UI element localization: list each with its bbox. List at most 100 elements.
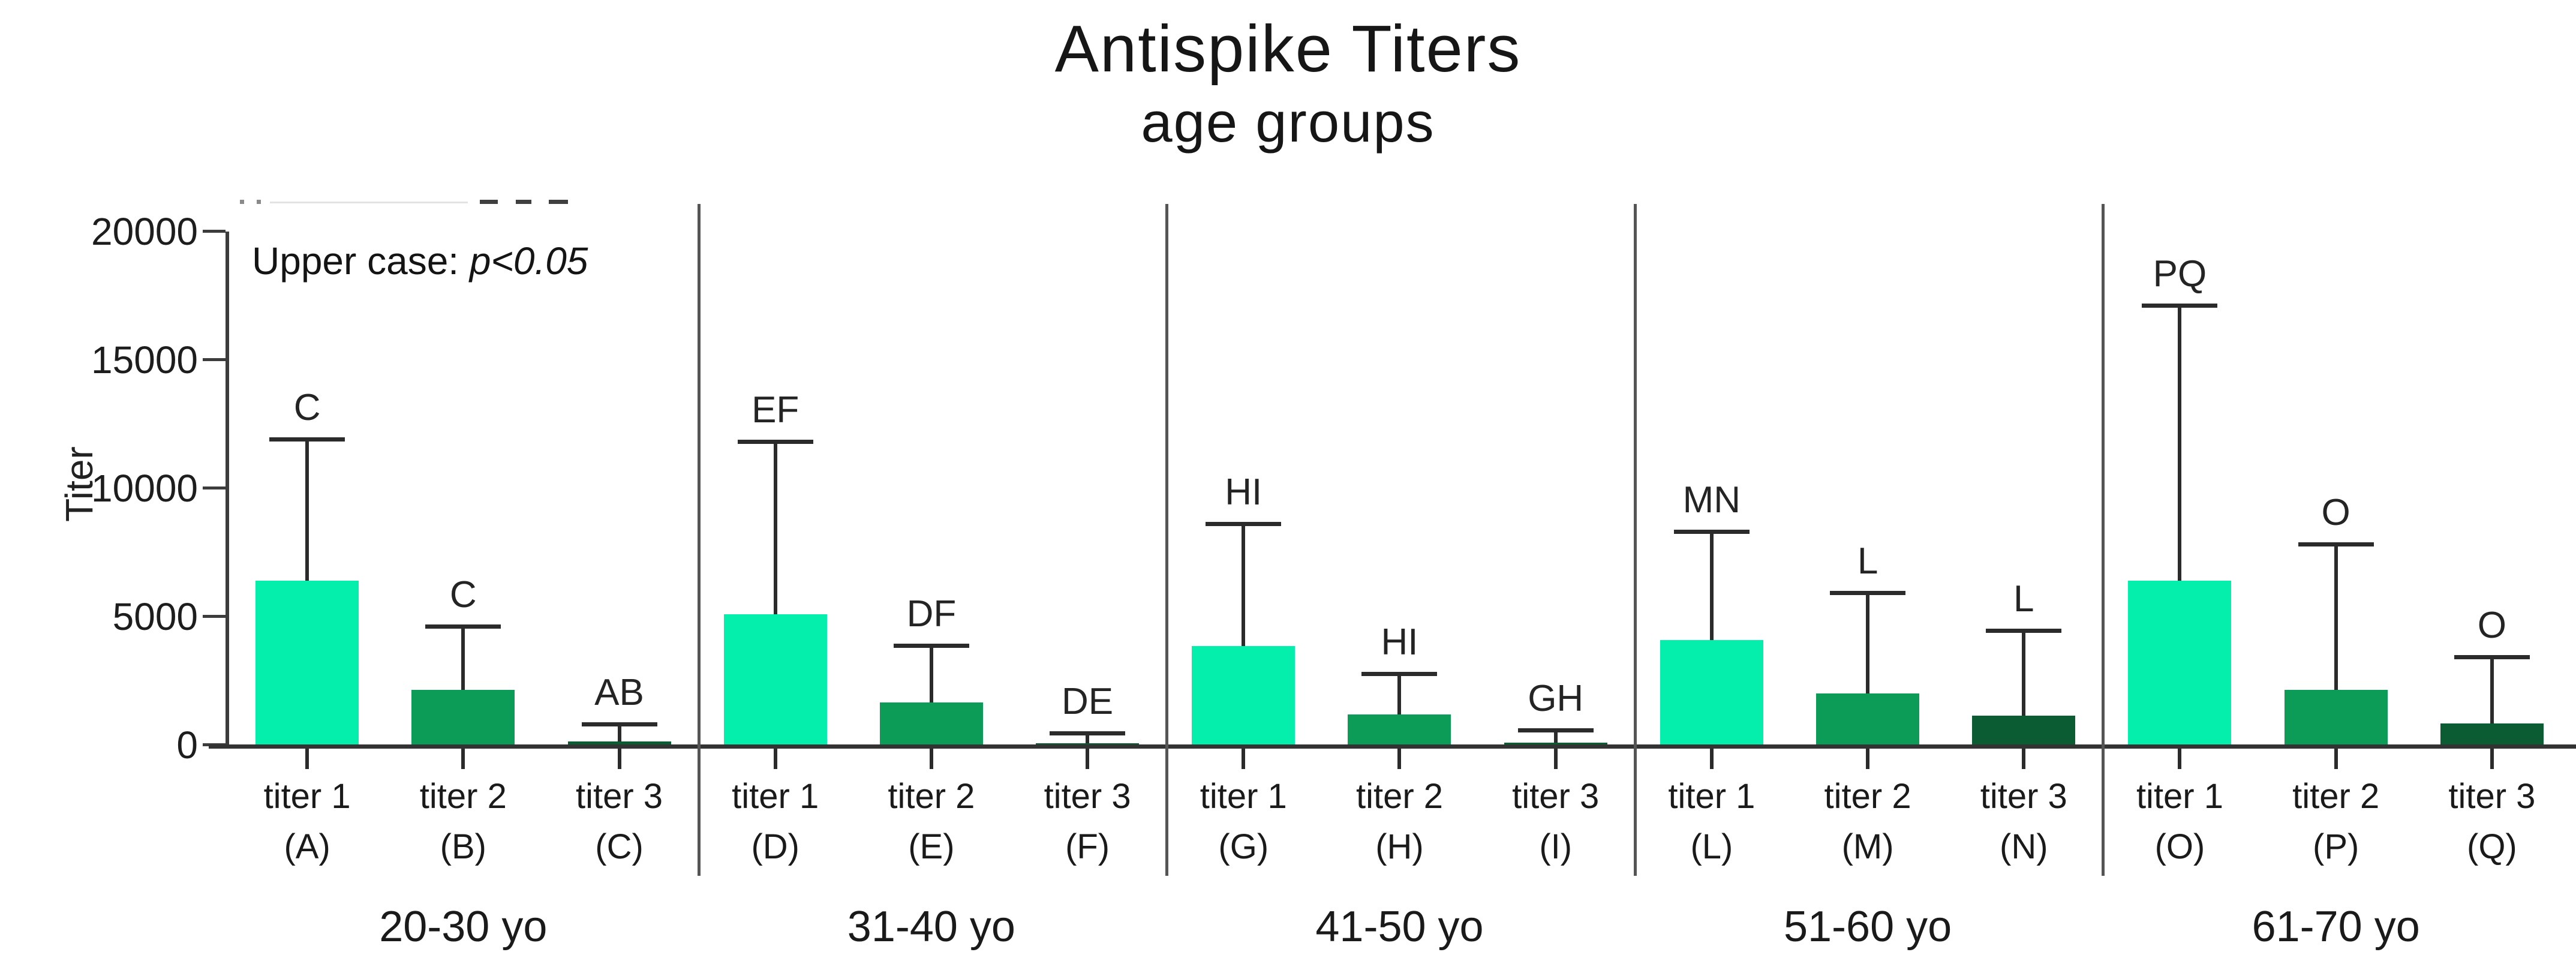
bar-letter-label: (O) — [2154, 827, 2205, 866]
x-tick-mark — [773, 749, 777, 769]
error-bar-cap — [581, 722, 657, 726]
bar-titer-3 — [567, 741, 671, 745]
y-tick-mark — [203, 230, 226, 233]
error-bar-line — [2022, 630, 2026, 716]
erased-text-artifact — [480, 200, 498, 204]
bar-titer-1 — [2128, 581, 2232, 745]
significance-letters: O — [2477, 605, 2506, 647]
group-divider-line — [697, 204, 701, 876]
bar-titer-3 — [1504, 742, 1607, 745]
age-group-label: 20-30 yo — [379, 903, 548, 951]
bar-titer-3 — [2440, 723, 2544, 745]
x-tick-mark — [1397, 749, 1402, 769]
erased-text-artifact — [549, 200, 568, 204]
bar-letter-label: (F) — [1065, 827, 1110, 866]
significance-letters: L — [1857, 540, 1878, 582]
bar-letter-label: (P) — [2313, 827, 2359, 866]
bar-titer-1 — [1660, 639, 1763, 745]
x-tick-mark — [1242, 749, 1246, 769]
category-label: titer 2 — [419, 777, 507, 816]
bar-letter-label: (Q) — [2467, 827, 2517, 866]
age-group-label: 41-50 yo — [1315, 903, 1484, 951]
error-bar-line — [1866, 593, 1870, 694]
x-tick-mark — [461, 749, 465, 769]
bar-slot: MN titer 1 (L) — [1634, 232, 1790, 866]
x-tick-mark — [1709, 749, 1714, 769]
error-bar-cap — [1050, 731, 1126, 735]
y-tick-label: 5000 — [112, 595, 198, 638]
bar-slot: EF titer 1 (D) — [698, 232, 853, 866]
age-group-label: 31-40 yo — [847, 903, 1015, 951]
significance-letters: L — [2013, 578, 2034, 620]
x-tick-mark — [1866, 749, 1870, 769]
y-tick-mark — [203, 486, 226, 489]
bar-letter-label: (C) — [595, 827, 644, 866]
category-label: titer 3 — [2448, 777, 2536, 816]
age-group-label: 51-60 yo — [1783, 903, 1952, 951]
plot-area: 20000 15000 10000 5000 0 C titer 1 — [91, 204, 2576, 951]
bar-titer-2 — [411, 689, 515, 745]
category-label: titer 3 — [575, 777, 663, 816]
category-label: titer 2 — [888, 777, 975, 816]
error-bar-line — [617, 724, 621, 741]
age-group-panel: C titer 1 (A) C titer 2 (B) AB titer 3 (… — [229, 232, 698, 951]
significance-letters: MN — [1682, 479, 1741, 521]
error-bar-line — [1242, 524, 1246, 647]
age-group-label: 61-70 yo — [2252, 903, 2420, 951]
error-bar-cap — [2454, 655, 2530, 660]
erased-text-artifact — [257, 200, 261, 204]
significance-letters: GH — [1528, 678, 1584, 720]
significance-letters: C — [293, 386, 321, 428]
error-bar-line — [305, 439, 309, 581]
chart-title: Antispike Titers — [1054, 12, 1522, 86]
age-group-panel: MN titer 1 (L) L titer 2 (M) L titer 3 (… — [1634, 232, 2102, 951]
bar-titer-3 — [1972, 715, 2076, 745]
significance-letters: AB — [594, 671, 644, 713]
category-label: titer 2 — [1824, 777, 1911, 816]
y-tick-label: 15000 — [91, 338, 198, 382]
error-bar-cap — [1361, 672, 1438, 677]
category-label: titer 3 — [1980, 777, 2067, 816]
x-tick-mark — [1086, 749, 1090, 769]
category-label: titer 2 — [2292, 777, 2380, 816]
bar-titer-2 — [879, 702, 983, 745]
error-bar-cap — [1830, 591, 1906, 596]
x-tick-mark — [2490, 749, 2494, 769]
bar-slot: L titer 2 (M) — [1790, 232, 1946, 866]
category-label: titer 3 — [1044, 777, 1131, 816]
age-group-panel: EF titer 1 (D) DF titer 2 (E) DE titer 3… — [698, 232, 1166, 951]
bar-letter-label: (L) — [1690, 827, 1733, 866]
x-tick-mark — [617, 749, 621, 769]
significance-annotation: Upper case: p<0.05 — [252, 239, 588, 283]
bar-letter-label: (E) — [908, 827, 955, 866]
error-bar-line — [2490, 657, 2494, 723]
y-tick-label: 0 — [176, 723, 198, 767]
significance-letters: PQ — [2153, 253, 2207, 295]
error-bar-line — [2334, 545, 2338, 690]
y-tick-label: 20000 — [91, 210, 198, 253]
bar-letter-label: (B) — [440, 827, 486, 866]
significance-letters: HI — [1225, 471, 1263, 513]
error-bar-line — [1086, 733, 1090, 743]
bar-slot: AB titer 3 (C) — [541, 232, 697, 866]
annotation-pvalue: p<0.05 — [469, 239, 588, 283]
x-tick-mark — [305, 749, 309, 769]
significance-letters: DF — [906, 593, 957, 635]
error-bar-cap — [1986, 628, 2062, 633]
error-bar-line — [461, 627, 465, 690]
group-divider-line — [1633, 204, 1637, 876]
chart-subtitle: age groups — [1141, 91, 1435, 154]
group-divider-line — [2102, 204, 2105, 876]
x-tick-mark — [2022, 749, 2026, 769]
bar-titer-2 — [1348, 714, 1451, 745]
y-axis-line — [226, 232, 229, 745]
error-bar-line — [1553, 731, 1558, 743]
error-bar-line — [773, 442, 777, 614]
bar-letter-label: (A) — [284, 827, 330, 866]
category-label: titer 2 — [1355, 777, 1444, 816]
category-label: titer 1 — [263, 777, 351, 816]
error-bar-cap — [2142, 304, 2218, 308]
category-label: titer 3 — [1512, 777, 1600, 816]
bar-letter-label: (I) — [1539, 827, 1573, 866]
error-bar-cap — [269, 437, 345, 442]
